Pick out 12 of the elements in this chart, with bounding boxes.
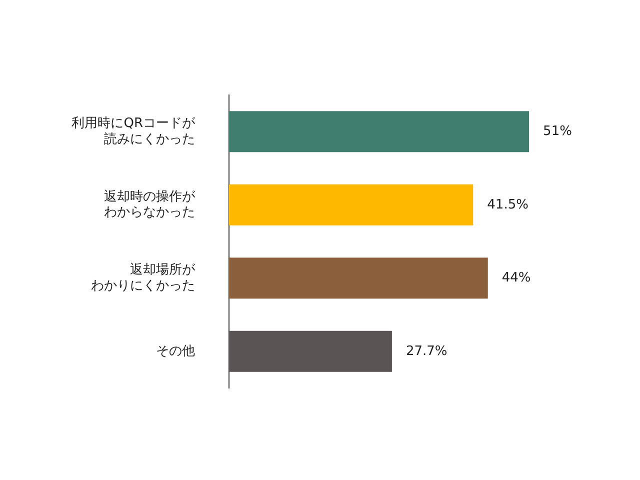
bar [229, 184, 474, 226]
data-label: 27.7% [406, 344, 448, 359]
data-label: 44% [502, 270, 531, 286]
bar [229, 330, 392, 372]
data-label: 41.5% [487, 197, 528, 212]
bar [229, 111, 530, 152]
y-tick-label: 利用時にQRコードが読みにくかった [72, 116, 196, 147]
y-tick-label: 返却時の操作がわからなかった [104, 189, 196, 220]
bar [229, 258, 488, 299]
y-tick-label: 返却場所がわかりにくかった [91, 262, 196, 294]
data-label: 51% [543, 124, 572, 139]
y-tick-label: その他 [156, 344, 195, 359]
